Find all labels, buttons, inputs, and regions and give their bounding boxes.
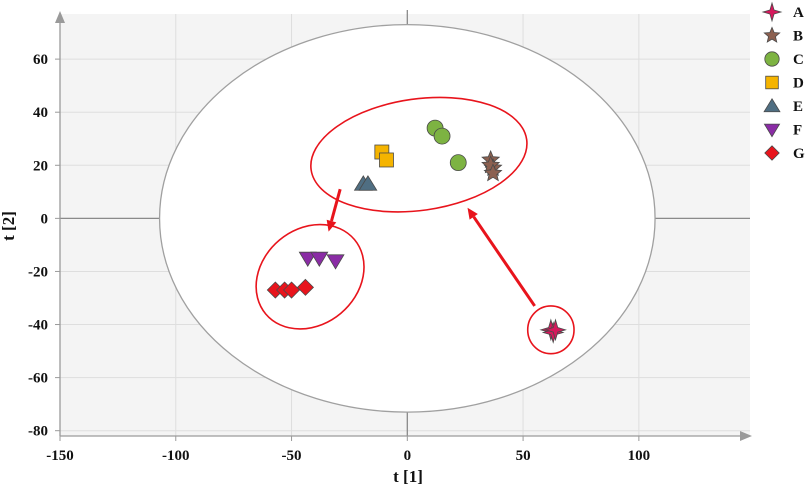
y-tick-label: -20	[28, 264, 48, 280]
arrowhead-icon	[467, 207, 478, 220]
y-tick-label: -40	[28, 318, 48, 334]
y-tick-label: 60	[33, 52, 48, 68]
y-tick-label: 0	[41, 211, 49, 227]
legend-label-d: D	[793, 76, 804, 92]
arrow-line	[472, 215, 536, 307]
y-tick-label: -80	[28, 424, 48, 440]
data-point-b	[483, 163, 503, 182]
data-point-a	[544, 318, 567, 342]
y-axis-label: t [2]	[0, 211, 18, 241]
group-ellipse	[255, 223, 365, 330]
legend-label-e: E	[793, 99, 803, 115]
annotations	[255, 96, 575, 355]
legend-label-c: C	[793, 52, 804, 68]
legend-label-f: F	[793, 123, 802, 139]
data-point-g	[282, 281, 301, 299]
y-tick-label: -60	[28, 371, 48, 387]
data-point-g	[296, 278, 315, 296]
data-points	[266, 119, 567, 344]
legend-label-g: G	[793, 146, 805, 162]
legend-marker-b	[763, 26, 781, 43]
data-point-e	[358, 175, 378, 191]
data-point-f	[310, 251, 329, 267]
axes: -150 -100 -50 0 50 100 -80 -60 -40 -20 0 20 40 60	[28, 11, 752, 464]
data-point-c	[433, 127, 451, 145]
hotelling-ellipse	[158, 23, 656, 413]
x-tick-label: -150	[46, 448, 74, 464]
y-tick-label: 20	[33, 158, 48, 174]
x-tick-label: -100	[162, 448, 190, 464]
data-point-c	[449, 154, 467, 172]
x-tick-label: -50	[282, 448, 302, 464]
legend-marker-d	[765, 75, 779, 90]
x-tick-label: 100	[628, 448, 651, 464]
arrow-line	[330, 188, 342, 222]
x-tick-label: 0	[404, 448, 412, 464]
legend-label-b: B	[793, 29, 803, 45]
group-ellipse	[526, 305, 575, 355]
data-point-d	[379, 152, 394, 168]
legend-marker-f	[763, 123, 781, 138]
y-axis-arrow-icon	[55, 11, 65, 23]
legend-marker-e	[763, 98, 781, 113]
legend-marker-c	[764, 51, 780, 67]
y-tick-label: 40	[33, 105, 48, 121]
plot-area	[59, 10, 750, 436]
legend-label-a: A	[793, 5, 804, 21]
x-axis-arrow-icon	[740, 431, 752, 441]
x-axis-label: t [1]	[393, 467, 423, 486]
legend-marker-a	[761, 1, 783, 23]
arrowhead-icon	[326, 219, 337, 232]
x-tick-label: 50	[516, 448, 531, 464]
data-point-f	[326, 254, 345, 270]
data-point-f	[298, 251, 317, 267]
legend-marker-g	[764, 145, 780, 161]
group-ellipse	[310, 96, 528, 213]
